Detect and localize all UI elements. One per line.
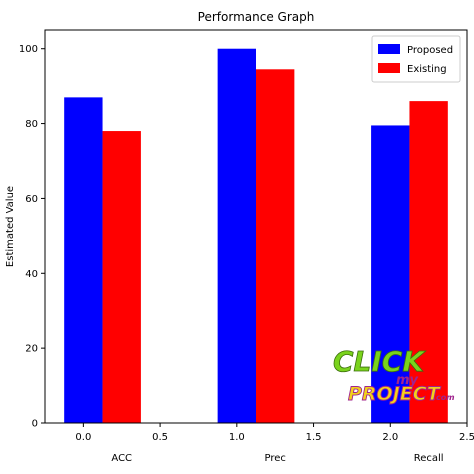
category-label: ACC: [111, 453, 132, 464]
y-tick-label: 80: [25, 119, 38, 130]
watermark-line3: PROJECT: [348, 383, 442, 405]
bars-layer: [64, 48, 448, 424]
legend-label-proposed: Proposed: [407, 45, 453, 56]
x-axis-ticks: 0.0 0.5 1.0 1.5 2.0 2.5: [75, 423, 474, 443]
y-axis-ticks: 0 20 40 60 80 100: [19, 44, 45, 430]
legend: Proposed Existing: [371, 35, 461, 83]
bar-proposed-acc: [64, 97, 103, 423]
plot-frame: [44, 29, 468, 424]
legend-swatch-proposed: [378, 44, 400, 54]
watermark-line2: my: [396, 373, 419, 388]
y-tick-label: 40: [25, 269, 38, 280]
x-tick-label: 1.0: [229, 432, 245, 443]
bar-proposed-recall: [371, 125, 410, 423]
bar-proposed-prec: [217, 48, 256, 423]
y-tick-label: 60: [25, 194, 38, 205]
x-tick-label: 2.5: [459, 432, 474, 443]
category-label: Recall: [414, 453, 444, 464]
legend-label-existing: Existing: [407, 64, 447, 75]
bar-existing-prec: [256, 69, 295, 424]
watermark-line3-suffix: .com: [433, 393, 455, 402]
y-axis-label: Estimated Value: [5, 186, 16, 267]
legend-box: [371, 35, 461, 83]
legend-swatch-existing: [378, 63, 400, 73]
bar-existing-recall: [409, 101, 448, 423]
x-tick-label: 0.5: [152, 432, 168, 443]
y-tick-label: 0: [32, 419, 38, 430]
watermark-line1: CLICK: [333, 345, 426, 378]
x-tick-label: 1.5: [306, 432, 322, 443]
y-tick-label: 100: [19, 44, 38, 55]
bar-existing-acc: [102, 131, 141, 424]
x-tick-label: 2.0: [382, 432, 398, 443]
x-tick-label: 0.0: [75, 432, 91, 443]
category-label: Prec: [264, 453, 285, 464]
clickmyproject-logo: CLICK my PROJECT .com: [333, 345, 455, 406]
chart-title: Performance Graph: [198, 10, 315, 24]
y-tick-label: 20: [25, 344, 38, 355]
category-labels: ACC Prec Recall: [111, 453, 443, 464]
